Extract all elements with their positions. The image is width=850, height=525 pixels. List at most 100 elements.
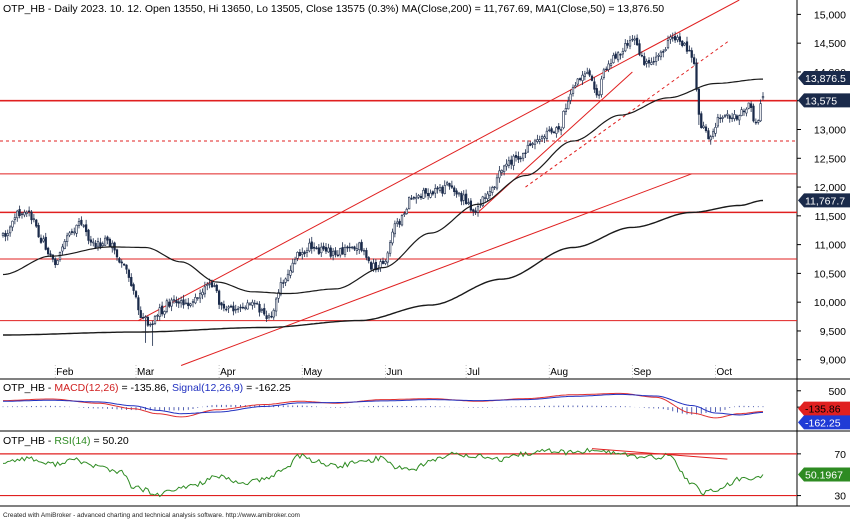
- candle-body: [550, 128, 553, 133]
- candle-body: [400, 215, 404, 226]
- candle-body: [80, 219, 83, 225]
- candle-body: [407, 196, 411, 210]
- candle-body: [151, 323, 154, 325]
- candle-body: [16, 210, 19, 219]
- candle-body: [42, 238, 45, 242]
- candle-body: [360, 241, 363, 251]
- month-label: Sep: [633, 367, 651, 378]
- candle-body: [571, 87, 575, 94]
- candle-body: [700, 113, 703, 128]
- candle-body: [6, 233, 9, 236]
- candle-body: [688, 49, 691, 52]
- candle-body: [714, 126, 717, 134]
- candle-body: [355, 248, 359, 251]
- candle-body: [210, 282, 214, 288]
- candle-body: [521, 152, 525, 159]
- candle-body: [448, 183, 451, 187]
- signal-line: [2, 393, 764, 416]
- candle-body: [645, 61, 648, 64]
- candle-body: [130, 277, 133, 286]
- candle-body: [327, 247, 330, 253]
- candle-body: [476, 206, 480, 213]
- candle-body: [367, 257, 370, 262]
- candle-body: [436, 187, 439, 190]
- candle-body: [666, 40, 670, 49]
- candle-body: [443, 185, 446, 194]
- candle-body: [217, 290, 221, 305]
- candle-body: [557, 126, 560, 130]
- rsi-panel-header: OTP_HB - RSI(14) = 50.20: [3, 435, 129, 447]
- candle-body: [341, 247, 344, 255]
- candle-body: [495, 177, 499, 189]
- candle-body: [388, 242, 392, 254]
- candle-body: [707, 130, 710, 140]
- candle-body: [673, 35, 677, 41]
- candle-body: [39, 237, 43, 243]
- candle-body: [32, 218, 36, 220]
- candle-body: [206, 284, 209, 286]
- candle-body: [726, 113, 729, 116]
- candle-body: [685, 41, 689, 52]
- macd-header-name: MACD(12,26): [54, 382, 118, 394]
- candle-body: [312, 246, 316, 249]
- candle-body: [289, 270, 292, 276]
- candle-body: [564, 108, 568, 112]
- rsi-line: [2, 447, 764, 498]
- price-tick-label: 9,500: [820, 326, 846, 338]
- candle-body: [647, 59, 651, 64]
- candle-body: [424, 188, 427, 194]
- candle-body: [567, 101, 570, 110]
- candle-body: [510, 159, 513, 165]
- candle-body: [498, 170, 501, 179]
- price-tick-label: 9,000: [820, 355, 846, 367]
- signal-tag-bg: [798, 415, 850, 430]
- month-label: May: [303, 367, 322, 378]
- footer-credit: Created with AmiBroker - advanced charti…: [3, 512, 300, 519]
- candle-body: [251, 301, 254, 306]
- candle-body: [177, 301, 180, 304]
- candle-body: [752, 105, 755, 122]
- candle-body: [728, 115, 731, 119]
- candle-body: [643, 56, 646, 65]
- candle-body: [220, 302, 223, 306]
- candle-body: [602, 69, 606, 78]
- ma50-tag-bg: [798, 71, 850, 86]
- month-label: Jul: [467, 367, 480, 378]
- candle-body: [472, 209, 475, 212]
- candle-body: [574, 85, 577, 88]
- candle-body: [621, 50, 625, 55]
- close-tag-bg: [798, 93, 850, 108]
- candle-body: [179, 300, 183, 304]
- candle-body: [398, 220, 401, 225]
- candle-body: [239, 306, 242, 309]
- rsi-header-value: = 50.20: [91, 435, 129, 447]
- candle-body: [514, 155, 518, 158]
- candle-body: [683, 43, 686, 46]
- candle-body: [396, 221, 399, 224]
- candle-body: [657, 54, 660, 57]
- candle-body: [320, 246, 323, 254]
- candle-body: [583, 73, 587, 77]
- candle-body: [491, 187, 494, 193]
- candle-body: [628, 40, 632, 47]
- candle-body: [529, 143, 532, 146]
- candle-body: [331, 250, 335, 256]
- candle-body: [350, 246, 354, 249]
- candle-body: [441, 186, 444, 194]
- candle-body: [358, 242, 361, 250]
- candle-body: [51, 254, 55, 260]
- candle-body: [730, 117, 734, 120]
- candle-body: [384, 260, 387, 264]
- rsi-tick-label: 70: [834, 449, 846, 461]
- candle-body: [531, 143, 534, 145]
- price-tick-label: 13,000: [814, 125, 846, 137]
- signal-header-name: Signal(12,26,9): [172, 382, 243, 394]
- rsi-tag-label: 50.1967: [805, 470, 843, 482]
- candle-body: [241, 306, 245, 309]
- candle-body: [650, 62, 653, 65]
- candle-body: [654, 56, 658, 62]
- candle-body: [63, 241, 66, 249]
- candle-body: [324, 247, 328, 252]
- candle-body: [721, 117, 724, 119]
